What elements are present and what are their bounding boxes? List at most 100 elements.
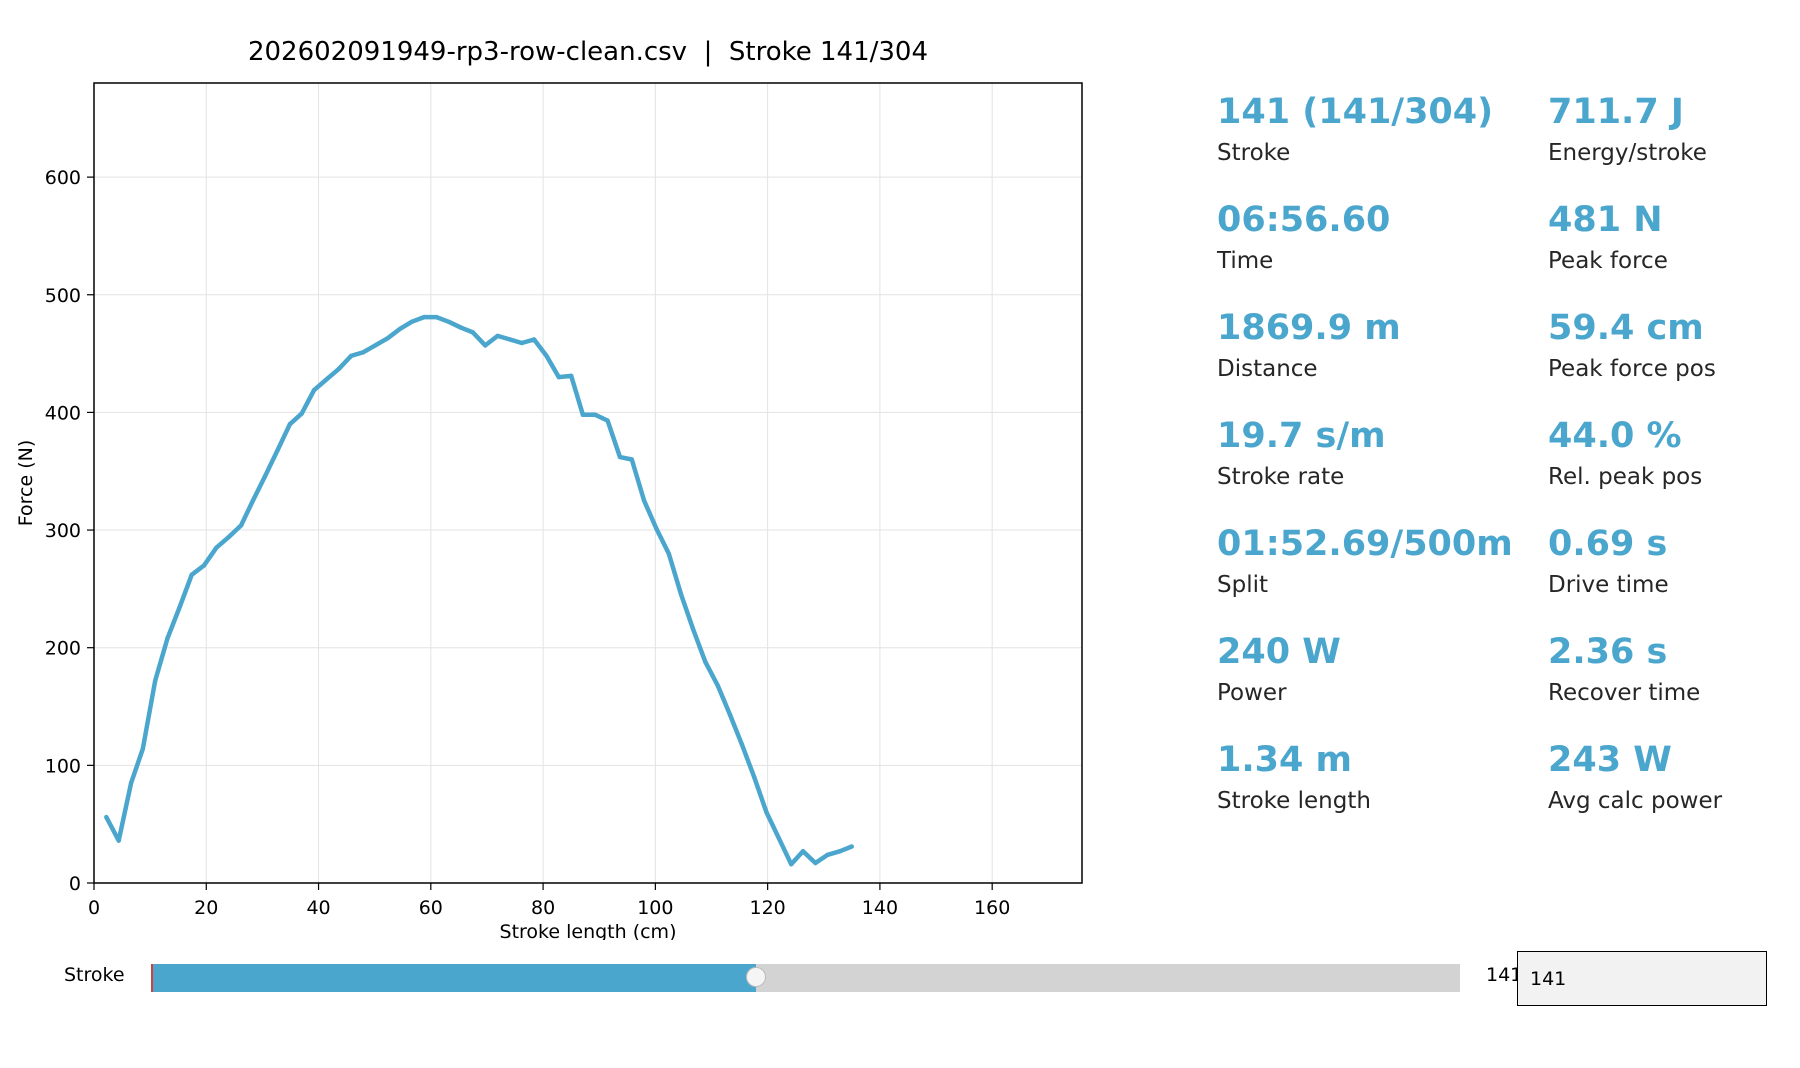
stroke-slider-fill — [151, 964, 756, 992]
stat-distance: 1869.9 m Distance — [1217, 311, 1401, 381]
data-point — [507, 337, 513, 342]
stat-label: Stroke — [1217, 140, 1291, 166]
data-point — [593, 412, 598, 417]
data-point — [495, 333, 500, 339]
data-point — [825, 852, 830, 857]
force-curve-line — [104, 314, 853, 867]
data-point — [703, 659, 708, 664]
stat-value: 481 N — [1548, 200, 1663, 240]
data-point — [617, 454, 623, 460]
x-tick-label: 40 — [306, 897, 330, 919]
x-tick-label: 0 — [88, 897, 100, 919]
stat-energy-per-stroke: 711.7 J Energy/stroke — [1548, 95, 1707, 165]
y-tick-label: 600 — [45, 167, 81, 189]
data-point — [837, 849, 843, 854]
stat-label: Power — [1217, 680, 1287, 706]
y-tick-label: 500 — [45, 285, 81, 307]
data-point — [421, 314, 427, 320]
stat-label: Drive time — [1548, 572, 1669, 598]
stat-label: Distance — [1217, 356, 1318, 382]
data-point — [458, 325, 464, 330]
stroke-slider-value: 141 — [1486, 964, 1523, 986]
data-point — [556, 374, 561, 380]
x-tick-label: 140 — [862, 897, 898, 919]
stroke-slider-handle[interactable] — [745, 967, 766, 987]
stat-stroke: 141 (141/304) Stroke — [1217, 95, 1493, 165]
data-point — [238, 523, 244, 528]
data-point — [128, 780, 134, 786]
x-tick-label: 60 — [419, 897, 443, 919]
stat-value: 0.69 s — [1548, 524, 1668, 564]
y-axis-ticks: 0 100 200 300 400 500 600 — [45, 167, 94, 895]
stat-rel-peak-pos: 44.0 % Rel. peak pos — [1548, 419, 1702, 489]
stat-value: 19.7 s/m — [1217, 416, 1386, 456]
chart-title: 202602091949-rp3-row-clean.csv | Stroke … — [248, 37, 928, 67]
data-point — [739, 742, 744, 747]
stat-label: Rel. peak pos — [1548, 464, 1703, 490]
data-point — [189, 572, 194, 577]
stat-label: Avg calc power — [1548, 788, 1723, 814]
stat-label: Time — [1217, 248, 1274, 274]
data-point — [385, 336, 390, 341]
stat-label: Stroke rate — [1217, 464, 1345, 490]
y-axis-label: Force (N) — [15, 440, 37, 526]
data-point — [153, 678, 158, 683]
data-point — [299, 411, 304, 416]
stat-label: Energy/stroke — [1548, 140, 1707, 166]
data-point — [226, 534, 231, 540]
data-point — [800, 849, 806, 854]
data-point — [397, 326, 403, 332]
data-point — [715, 683, 720, 688]
y-tick-label: 300 — [45, 520, 81, 542]
data-point — [311, 387, 317, 393]
stroke-input[interactable] — [1518, 952, 1766, 1005]
stat-avg-calc-power: 243 W Avg calc power — [1548, 743, 1722, 813]
data-point — [348, 353, 354, 359]
stat-label: Peak force — [1548, 248, 1668, 274]
data-point — [641, 498, 647, 503]
data-point — [201, 563, 207, 568]
stroke-slider[interactable] — [151, 964, 1460, 992]
y-tick-label: 400 — [45, 402, 81, 424]
data-point — [679, 592, 684, 597]
data-point — [275, 447, 280, 453]
data-point — [752, 774, 757, 780]
data-point — [789, 862, 794, 867]
stat-recover-time: 2.36 s Recover time — [1548, 635, 1700, 705]
data-point — [690, 626, 696, 632]
data-point — [373, 343, 378, 348]
grid-lines — [93, 83, 1082, 884]
data-point — [629, 457, 634, 462]
stat-split: 01:52.69/500m Split — [1217, 527, 1513, 597]
data-point — [776, 836, 782, 841]
data-points — [104, 314, 854, 867]
stat-value: 243 W — [1548, 740, 1672, 780]
data-point — [104, 814, 109, 820]
data-point — [531, 337, 537, 342]
stat-stroke-length: 1.34 m Stroke length — [1217, 743, 1371, 813]
data-point — [214, 545, 219, 550]
stroke-slider-label: Stroke — [64, 964, 125, 986]
stat-drive-time: 0.69 s Drive time — [1548, 527, 1669, 597]
stroke-input-box[interactable] — [1517, 951, 1767, 1006]
y-tick-label: 100 — [45, 755, 81, 777]
x-tick-label: 160 — [974, 897, 1010, 919]
x-tick-label: 120 — [750, 897, 786, 919]
stat-value: 1.34 m — [1217, 740, 1353, 780]
stat-value: 711.7 J — [1548, 92, 1684, 132]
stat-value: 59.4 cm — [1548, 308, 1704, 348]
data-point — [287, 422, 293, 427]
stat-value: 141 (141/304) — [1217, 92, 1494, 132]
stat-value: 240 W — [1217, 632, 1341, 672]
data-point — [727, 712, 733, 717]
y-tick-label: 0 — [69, 873, 81, 895]
data-point — [764, 810, 769, 815]
plot-frame — [93, 82, 1083, 884]
x-tick-label: 80 — [531, 897, 555, 919]
data-point — [519, 340, 524, 346]
data-point — [324, 377, 329, 382]
x-tick-label: 100 — [637, 897, 673, 919]
stat-value: 01:52.69/500m — [1217, 524, 1513, 564]
data-point — [140, 746, 145, 752]
stat-peak-force-pos: 59.4 cm Peak force pos — [1548, 311, 1716, 381]
